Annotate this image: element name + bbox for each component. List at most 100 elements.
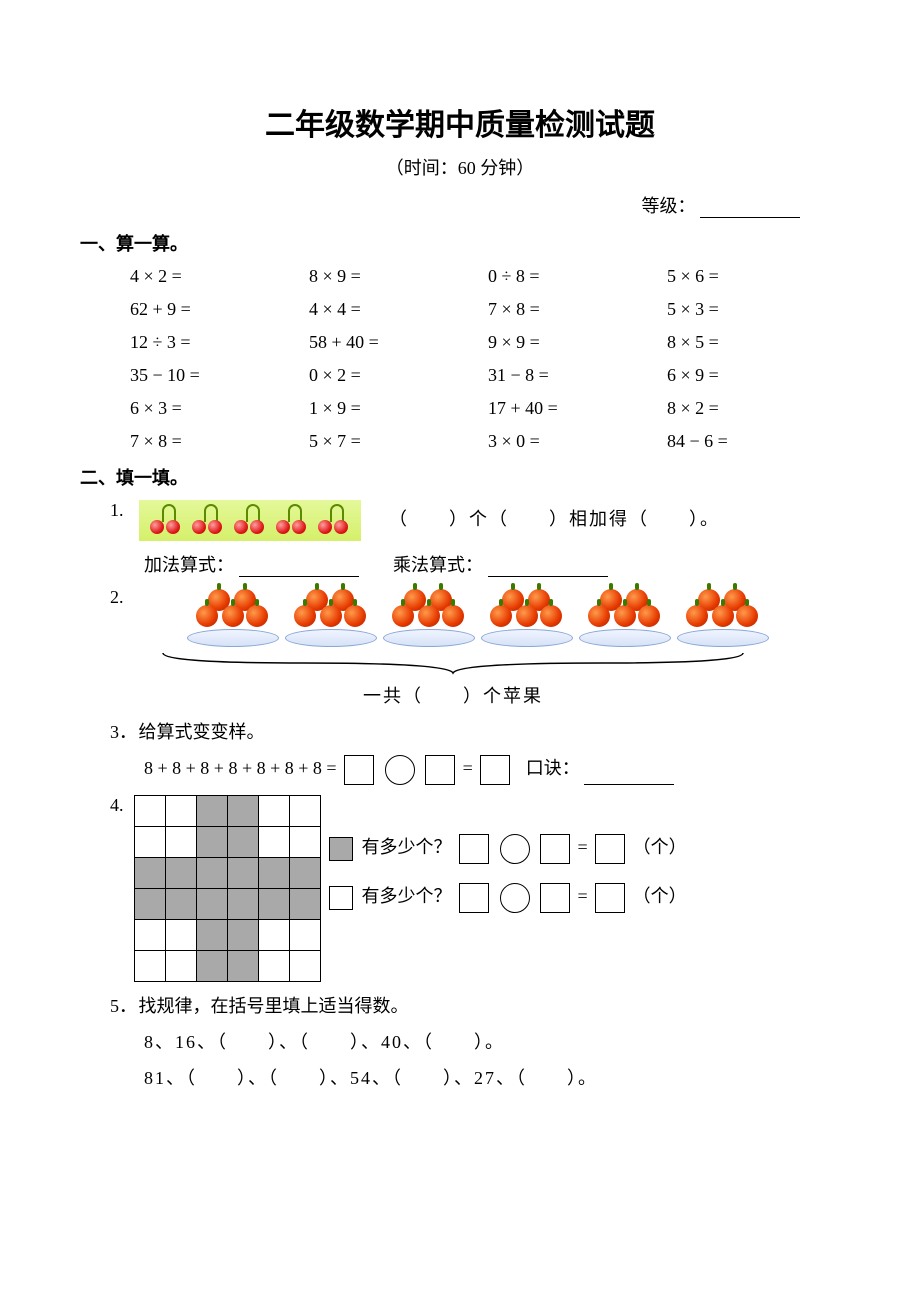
calc-item: 1 × 9 = xyxy=(309,398,482,419)
calc-item: 5 × 3 = xyxy=(667,299,840,320)
blank-box[interactable] xyxy=(344,755,374,785)
blank-box[interactable] xyxy=(540,834,570,864)
q4-unit: （个） xyxy=(633,837,687,857)
calc-item: 4 × 4 = xyxy=(309,299,482,320)
calc-item: 7 × 8 = xyxy=(130,431,303,452)
grid-cell-dark xyxy=(166,857,197,888)
grid-cell-dark xyxy=(197,795,228,826)
blank-box[interactable] xyxy=(595,883,625,913)
grid-cell-dark xyxy=(197,826,228,857)
page-title: 二年级数学期中质量检测试题 xyxy=(80,100,840,144)
section-2-heading: 二、填一填。 xyxy=(80,464,840,490)
calc-item: 5 × 6 = xyxy=(667,266,840,287)
question-1: 1. （ ）个（ ）相加得（ ）。 xyxy=(110,500,840,541)
q5-line1: 8、16、（ ）、（ ）、40、（ ）。 xyxy=(144,1028,840,1054)
calc-item: 17 + 40 = xyxy=(488,398,661,419)
grid-cell-light xyxy=(166,919,197,950)
grid-cell-dark xyxy=(197,950,228,981)
q5-line2: 81、（ ）、（ ）、54、（ ）、27、（ ）。 xyxy=(144,1064,840,1090)
grid-cell-dark xyxy=(166,888,197,919)
q1-num: 1. xyxy=(110,500,134,521)
cherry-pair-icon xyxy=(190,504,226,534)
grid-cell-dark xyxy=(259,857,290,888)
q1-text: （ ）个（ ）相加得（ ）。 xyxy=(389,509,720,529)
blank-circle[interactable] xyxy=(500,834,530,864)
calc-item: 84 − 6 = xyxy=(667,431,840,452)
grid-cell-dark xyxy=(228,950,259,981)
calc-item: 7 × 8 = xyxy=(488,299,661,320)
q1-mul-label: 乘法算式： xyxy=(393,555,483,575)
grade-blank[interactable] xyxy=(700,217,800,218)
section-1-heading: 一、算一算。 xyxy=(80,230,840,256)
blank-box[interactable] xyxy=(540,883,570,913)
calc-item: 0 ÷ 8 = xyxy=(488,266,661,287)
q3-koujue-blank[interactable] xyxy=(584,766,674,785)
grid-cell-light xyxy=(259,826,290,857)
calc-item: 31 − 8 = xyxy=(488,365,661,386)
apple-plate-icon xyxy=(576,587,674,647)
grid-cell-light xyxy=(290,950,321,981)
grade-line: 等级： xyxy=(80,192,840,218)
grid-cell-dark xyxy=(197,888,228,919)
grade-label: 等级： xyxy=(642,196,696,216)
brace xyxy=(134,649,772,680)
q4-unit: （个） xyxy=(633,886,687,906)
calc-item: 12 ÷ 3 = xyxy=(130,332,303,353)
calc-item: 5 × 7 = xyxy=(309,431,482,452)
question-4: 4. 有多少个？ = （个） 有多少个？ = （个） xyxy=(110,795,840,982)
grid-cell-light xyxy=(290,919,321,950)
calc-item: 62 + 9 = xyxy=(130,299,303,320)
q1-add-blank[interactable] xyxy=(239,558,359,577)
q3-title: 给算式变变样。 xyxy=(139,722,265,742)
q2-total: 一共（ ）个苹果 xyxy=(134,682,772,708)
grid-cell-light xyxy=(135,795,166,826)
grid-cell-light xyxy=(135,919,166,950)
q1-add-label: 加法算式： xyxy=(144,555,234,575)
calc-item: 4 × 2 = xyxy=(130,266,303,287)
grid-cell-dark xyxy=(197,857,228,888)
grid-cell-dark xyxy=(135,888,166,919)
calc-item: 6 × 9 = xyxy=(667,365,840,386)
apple-plate-icon xyxy=(282,587,380,647)
blank-circle[interactable] xyxy=(500,883,530,913)
calc-item: 8 × 9 = xyxy=(309,266,482,287)
grid-cell-light xyxy=(290,795,321,826)
grid-cell-light xyxy=(259,950,290,981)
apple-plates xyxy=(184,587,772,647)
blank-box[interactable] xyxy=(425,755,455,785)
grid-cell-light xyxy=(135,826,166,857)
blank-box[interactable] xyxy=(480,755,510,785)
q4-num: 4. xyxy=(110,795,134,816)
calc-item: 3 × 0 = xyxy=(488,431,661,452)
calc-item: 0 × 2 = xyxy=(309,365,482,386)
blank-box[interactable] xyxy=(595,834,625,864)
grid-cell-dark xyxy=(197,919,228,950)
grid-cell-dark xyxy=(228,826,259,857)
apple-plate-icon xyxy=(380,587,478,647)
grid-cell-dark xyxy=(290,888,321,919)
calc-item: 9 × 9 = xyxy=(488,332,661,353)
equals: = xyxy=(578,886,588,906)
calc-item: 8 × 2 = xyxy=(667,398,840,419)
grid-cell-dark xyxy=(228,795,259,826)
q4-ask-dark: 有多少个？ xyxy=(362,837,452,857)
cherry-image xyxy=(139,500,361,541)
apple-plate-icon xyxy=(184,587,282,647)
q4-dark-line: 有多少个？ = （个） xyxy=(329,833,687,864)
grid-cell-light xyxy=(135,950,166,981)
calc-item: 58 + 40 = xyxy=(309,332,482,353)
cherry-pair-icon xyxy=(148,504,184,534)
q2-num: 2. xyxy=(110,587,134,608)
grid-figure xyxy=(134,795,321,982)
equals: = xyxy=(463,758,473,778)
blank-circle[interactable] xyxy=(385,755,415,785)
calc-item: 35 − 10 = xyxy=(130,365,303,386)
grid-cell-dark xyxy=(259,888,290,919)
apple-plate-icon xyxy=(478,587,576,647)
q5-num: 5． xyxy=(110,992,134,1018)
grid-cell-dark xyxy=(228,888,259,919)
blank-box[interactable] xyxy=(459,883,489,913)
q1-mul-blank[interactable] xyxy=(488,558,608,577)
white-key-icon xyxy=(329,886,353,910)
blank-box[interactable] xyxy=(459,834,489,864)
